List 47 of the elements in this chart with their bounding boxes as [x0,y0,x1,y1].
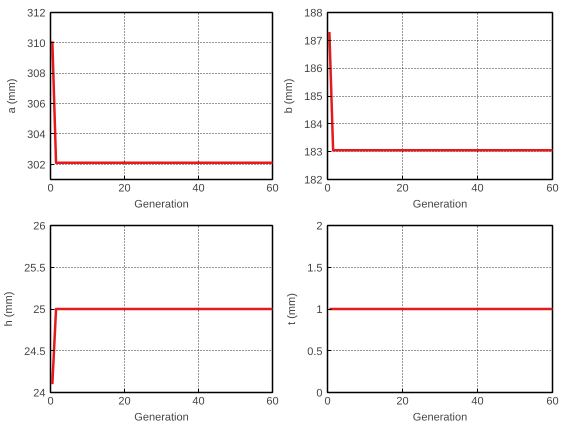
y-tick-label: 182 [304,174,323,186]
y-tick-label: 308 [27,68,46,80]
y-tick-label: 304 [27,128,46,141]
x-tick-label: 40 [471,182,484,194]
y-tick-label: 184 [304,118,323,131]
y-tick-label: 0 [316,388,323,400]
x-tick-label: 40 [471,396,484,408]
x-tick-label: 20 [118,396,131,408]
y-tick-label: 310 [27,38,46,50]
y-tick-label: 183 [304,146,323,159]
x-tick-label: 20 [396,396,409,408]
x-tick-label: 0 [324,182,331,194]
y-tick-label: 26 [33,220,46,232]
y-tick-label: 187 [304,35,323,48]
x-axis-title: Generation [412,412,468,424]
y-tick-label: 306 [27,98,46,111]
x-axis-title: Generation [412,198,468,210]
x-tick-label: 20 [396,182,409,194]
y-tick-label: 1.5 [307,262,323,274]
y-axis-title: a (mm) [6,78,18,114]
x-tick-label: 0 [47,396,54,408]
y-tick-label: 186 [304,63,323,76]
x-axis-title: Generation [134,198,189,210]
y-tick-label: 185 [304,91,323,103]
y-tick-label: 25.5 [24,262,46,274]
y-tick-label: 24.5 [24,346,46,358]
y-axis-title: t (mm) [286,293,298,325]
x-tick-label: 0 [47,182,54,194]
y-axis-title: h (mm) [3,292,16,326]
x-tick-label: 60 [546,182,559,194]
x-tick-label: 60 [546,396,559,408]
x-tick-label: 0 [324,396,331,408]
y-tick-label: 24 [33,388,46,400]
y-tick-label: 302 [27,159,46,172]
x-tick-label: 40 [192,396,205,408]
y-axis-title: b (mm) [283,78,296,114]
x-axis-title: Generation [134,412,189,424]
x-tick-label: 60 [266,182,279,194]
y-tick-label: 0.5 [307,346,323,358]
y-tick-label: 312 [27,8,46,20]
x-tick-label: 60 [266,396,279,408]
y-tick-label: 2 [316,220,323,232]
y-tick-label: 188 [304,8,323,20]
x-tick-label: 20 [118,182,131,194]
x-tick-label: 40 [192,182,205,194]
y-tick-label: 25 [33,304,46,316]
y-tick-label: 1 [316,304,323,316]
